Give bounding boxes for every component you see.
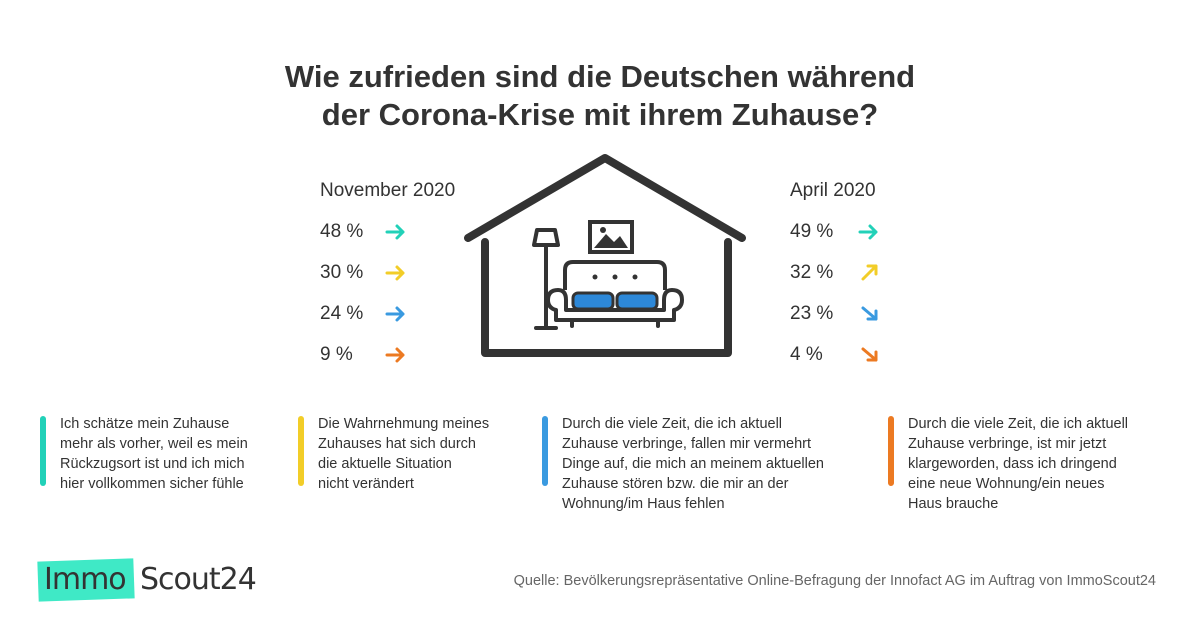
statement-color-bar <box>40 416 46 486</box>
arrow-right-icon <box>858 224 878 240</box>
column-header-november: November 2020 <box>320 180 456 201</box>
april-value-1: 49 % <box>790 221 834 242</box>
april-value-4: 4 % <box>790 344 823 365</box>
arrow-right-icon <box>385 224 405 240</box>
november-value-1: 48 % <box>320 221 364 242</box>
november-value-4: 9 % <box>320 344 353 365</box>
arrow-right-icon <box>385 306 405 322</box>
statement-color-bar <box>298 416 304 486</box>
arrow-down-right-icon <box>861 306 878 321</box>
november-value-3: 24 % <box>320 303 364 324</box>
source-note: Quelle: Bevölkerungsrepräsentative Onlin… <box>513 573 1156 589</box>
logo-text-immo: Immo <box>44 562 127 597</box>
column-header-april: April 2020 <box>790 180 876 201</box>
sofa-icon <box>546 260 684 328</box>
logo-text-scout24: Scout24 <box>140 562 257 597</box>
arrow-down-right-icon <box>861 347 878 362</box>
house-icon <box>464 154 746 357</box>
april-value-3: 23 % <box>790 303 834 324</box>
arrow-right-icon <box>385 265 405 281</box>
title-line-1: Wie zufrieden sind die Deutschen während <box>284 59 916 94</box>
april-value-2: 32 % <box>790 262 834 283</box>
arrow-right-icon <box>385 347 405 363</box>
picture-frame-icon <box>588 220 634 254</box>
november-value-2: 30 % <box>320 262 364 283</box>
statement-color-bar <box>542 416 548 486</box>
statement-color-bar <box>888 416 894 486</box>
page-title: Wie zufrieden sind die Deutschen während… <box>0 58 1200 134</box>
title-line-2: der Corona-Krise mit ihrem Zuhause? <box>321 97 879 132</box>
arrow-up-right-icon <box>861 264 878 281</box>
floor-lamp-icon <box>532 228 560 330</box>
